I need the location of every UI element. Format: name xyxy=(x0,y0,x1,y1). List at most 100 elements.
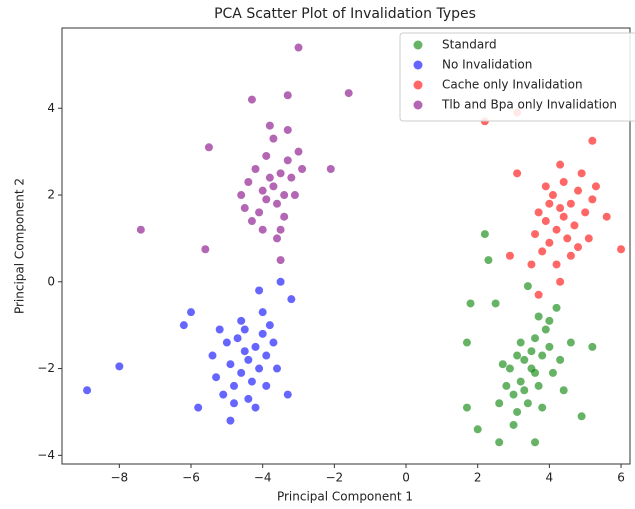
y-tick-label: 0 xyxy=(47,274,55,288)
point xyxy=(273,364,282,373)
point xyxy=(559,386,568,395)
point xyxy=(179,321,188,330)
point xyxy=(617,245,626,254)
point xyxy=(502,381,511,390)
point xyxy=(244,355,253,364)
point xyxy=(466,299,475,308)
point xyxy=(509,390,518,399)
point xyxy=(240,347,249,356)
point xyxy=(498,360,507,369)
point xyxy=(283,125,292,134)
point xyxy=(247,377,256,386)
point xyxy=(552,225,561,234)
point xyxy=(570,221,579,230)
point xyxy=(584,234,593,243)
point xyxy=(462,403,471,412)
point xyxy=(251,164,260,173)
point xyxy=(251,403,260,412)
point xyxy=(588,342,597,351)
legend-marker xyxy=(413,60,423,70)
point xyxy=(269,182,278,191)
legend-label: Tlb and Bpa only Invalidation xyxy=(441,98,617,112)
legend-marker xyxy=(413,40,423,50)
point xyxy=(237,316,246,325)
point xyxy=(222,338,231,347)
point xyxy=(247,95,256,104)
point xyxy=(545,342,554,351)
point xyxy=(545,238,554,247)
legend-label: Cache only Invalidation xyxy=(442,78,583,92)
point xyxy=(233,334,242,343)
point xyxy=(273,234,282,243)
point xyxy=(230,399,239,408)
point xyxy=(491,299,500,308)
chart-title: PCA Scatter Plot of Invalidation Types xyxy=(214,6,476,22)
point xyxy=(255,364,264,373)
legend-marker xyxy=(413,80,423,90)
point xyxy=(602,212,611,221)
x-tick-label: −2 xyxy=(326,471,344,485)
point xyxy=(473,425,482,434)
point xyxy=(326,164,335,173)
y-tick-label: −2 xyxy=(37,361,55,375)
point xyxy=(237,368,246,377)
point xyxy=(276,169,285,178)
point xyxy=(577,169,586,178)
point xyxy=(265,173,274,182)
point xyxy=(258,308,267,317)
point xyxy=(509,420,518,429)
point xyxy=(251,342,260,351)
point xyxy=(538,247,547,256)
point xyxy=(541,182,550,191)
point xyxy=(563,234,572,243)
x-tick-label: 2 xyxy=(474,471,482,485)
point xyxy=(344,89,353,98)
x-tick-label: −4 xyxy=(254,471,272,485)
point xyxy=(513,407,522,416)
x-tick-label: 0 xyxy=(402,471,410,485)
legend-label: Standard xyxy=(442,38,497,52)
point xyxy=(280,212,289,221)
point xyxy=(566,199,575,208)
point xyxy=(541,217,550,226)
point xyxy=(516,377,525,386)
point xyxy=(516,338,525,347)
point xyxy=(577,412,586,421)
x-tick-label: −8 xyxy=(110,471,128,485)
point xyxy=(520,386,529,395)
point xyxy=(262,381,271,390)
point xyxy=(548,368,557,377)
legend-label: No Invalidation xyxy=(442,58,532,72)
point xyxy=(237,191,246,200)
point xyxy=(538,351,547,360)
point xyxy=(258,186,267,195)
point xyxy=(527,347,536,356)
point xyxy=(276,225,285,234)
point xyxy=(574,243,583,252)
point xyxy=(287,173,296,182)
point xyxy=(269,134,278,143)
point xyxy=(230,381,239,390)
y-tick-label: −4 xyxy=(37,448,55,462)
legend-marker xyxy=(413,100,423,110)
point xyxy=(283,156,292,165)
point xyxy=(574,186,583,195)
point xyxy=(523,399,532,408)
point xyxy=(588,195,597,204)
point xyxy=(280,191,289,200)
point xyxy=(244,178,253,187)
point xyxy=(548,191,557,200)
point xyxy=(187,308,196,317)
point xyxy=(208,351,217,360)
point xyxy=(240,204,249,213)
point xyxy=(534,312,543,321)
x-tick-label: −6 xyxy=(182,471,200,485)
point xyxy=(215,325,224,334)
point xyxy=(513,351,522,360)
point xyxy=(273,199,282,208)
x-axis-label: Principal Component 1 xyxy=(277,490,413,504)
point xyxy=(255,286,264,295)
point xyxy=(520,355,529,364)
point xyxy=(262,151,271,160)
